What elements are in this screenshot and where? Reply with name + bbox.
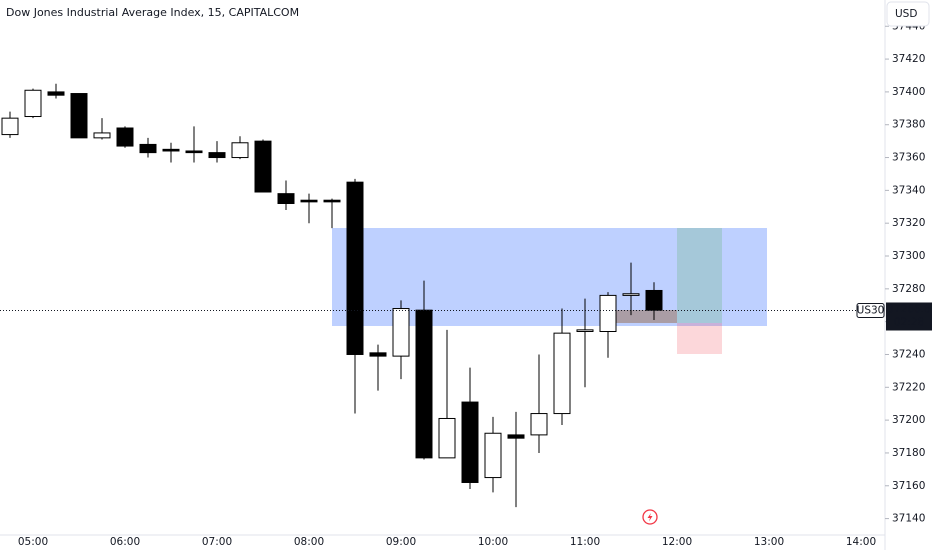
candle-body xyxy=(300,199,318,203)
candle-body xyxy=(47,91,65,96)
chart-title: Dow Jones Industrial Average Index, 15, … xyxy=(6,6,299,19)
y-tick-label: 37240 xyxy=(892,348,925,360)
candle-body xyxy=(530,413,548,436)
x-tick-label: 13:00 xyxy=(754,536,784,548)
candle-body xyxy=(208,152,226,159)
y-tick-label: 37300 xyxy=(892,250,925,262)
countdown-label: 02:28 xyxy=(894,316,924,328)
y-tick-label: 37340 xyxy=(892,184,925,196)
candle-body xyxy=(231,142,249,159)
price-badge xyxy=(886,302,932,331)
y-tick-label: 37380 xyxy=(892,119,925,131)
y-tick-label: 37400 xyxy=(892,86,925,98)
x-tick-label: 07:00 xyxy=(202,536,232,548)
x-tick-label: 08:00 xyxy=(294,536,324,548)
candle-body xyxy=(24,89,42,118)
candle-body xyxy=(599,294,617,333)
candle-body xyxy=(277,193,295,204)
candle-body xyxy=(645,289,663,311)
stop-zone[interactable] xyxy=(677,323,722,354)
candle-body xyxy=(1,117,19,136)
candle-body xyxy=(185,150,203,154)
symbol-badge xyxy=(856,302,885,318)
currency-button[interactable] xyxy=(886,1,930,27)
x-tick-label: 05:00 xyxy=(18,536,48,548)
x-tick-label: 14:00 xyxy=(846,536,876,548)
candles xyxy=(1,83,663,508)
candle-body xyxy=(116,127,134,147)
symbol-label: US30 xyxy=(857,304,885,316)
lightning-icon[interactable] xyxy=(642,509,658,525)
candle-body xyxy=(438,417,456,459)
candle-body xyxy=(346,181,364,355)
y-tick-label: 37220 xyxy=(892,381,925,393)
candle-body xyxy=(507,434,525,439)
y-tick-label: 37420 xyxy=(892,53,925,65)
y-tick-label: 37360 xyxy=(892,152,925,164)
y-tick-label: 37280 xyxy=(892,283,925,295)
x-tick-label: 09:00 xyxy=(386,536,416,548)
candle-body xyxy=(93,132,111,139)
entry-zone[interactable] xyxy=(608,310,677,323)
candle-body xyxy=(323,199,341,203)
x-tick-label: 10:00 xyxy=(478,536,508,548)
y-tick-label: 37180 xyxy=(892,447,925,459)
y-tick-label: 37140 xyxy=(892,513,925,525)
y-tick-label: 37160 xyxy=(892,480,925,492)
candle-body xyxy=(576,329,594,333)
candle-body xyxy=(139,143,157,154)
candle-body xyxy=(70,93,88,139)
price-label: 37266.8 xyxy=(887,303,930,315)
y-tick-label: 37320 xyxy=(892,217,925,229)
candle-body xyxy=(254,140,272,193)
x-tick-label: 06:00 xyxy=(110,536,140,548)
currency-label: USD xyxy=(895,8,917,20)
candle-body xyxy=(162,148,180,152)
candle-body xyxy=(392,308,410,357)
candle-body xyxy=(484,432,502,479)
target-zone[interactable] xyxy=(677,228,722,323)
candle-body xyxy=(622,293,640,296)
candle-body xyxy=(369,352,387,357)
y-tick-label: 37200 xyxy=(892,414,925,426)
x-tick-label: 11:00 xyxy=(570,536,600,548)
candle-body xyxy=(461,401,479,483)
candle-body xyxy=(553,332,571,415)
x-tick-label: 12:00 xyxy=(662,536,692,548)
candle-body xyxy=(415,309,433,459)
